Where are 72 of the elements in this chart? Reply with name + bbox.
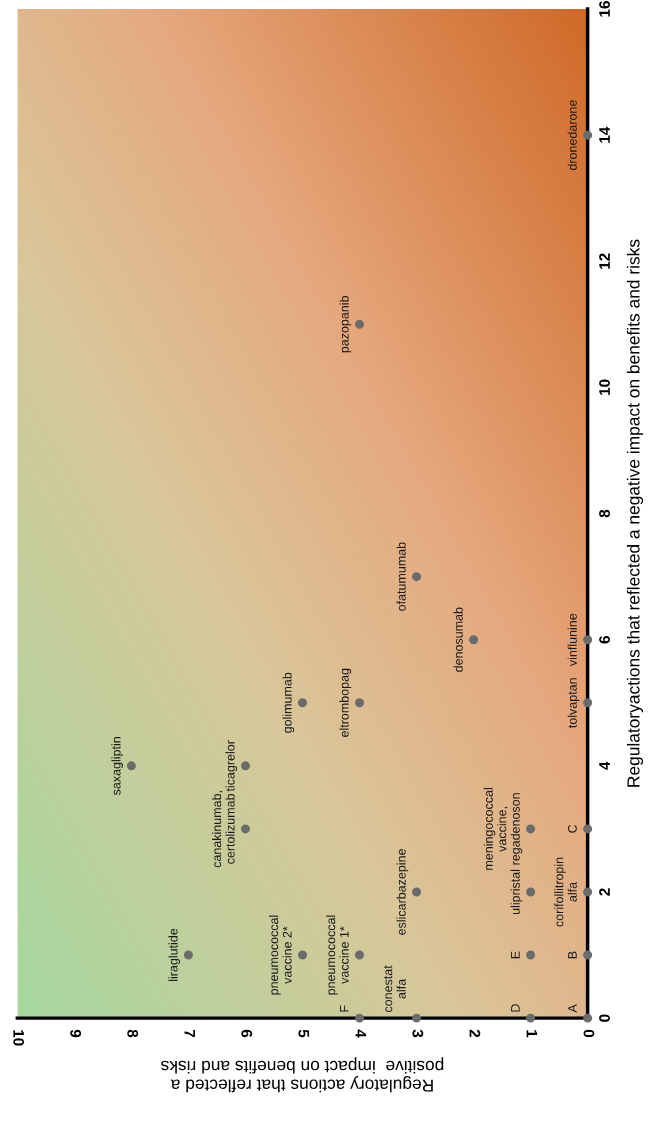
y-tick-label: 14: [599, 126, 610, 143]
y-tick-label: 8: [599, 509, 610, 518]
x-tick-label: 2: [469, 1029, 481, 1038]
point: [583, 887, 593, 897]
annotation: denosumab: [453, 607, 463, 672]
point: [583, 824, 593, 834]
point: [412, 1013, 422, 1023]
point: [297, 950, 307, 960]
y-tick-label: 10: [599, 379, 610, 395]
annotation: conestat alfa: [384, 965, 406, 1013]
annotation: corifollitropin alfa: [554, 857, 577, 927]
point: [355, 698, 365, 708]
annotation: dronedarone: [567, 100, 577, 171]
annotation: ulipristal: [510, 869, 523, 915]
point: [526, 950, 536, 960]
annotation: pneumococcal vaccine 2*: [269, 915, 292, 995]
annotation: pneumococcal vaccine 1*: [326, 915, 349, 995]
annotation: A: [568, 1004, 577, 1013]
annotation: canakinumab, certolizumab: [212, 791, 235, 868]
point: [126, 761, 136, 771]
annotation: eslicarbazepine: [396, 849, 409, 935]
point: [297, 698, 307, 708]
x-tick-label: 7: [184, 1029, 195, 1038]
y-tick-label: 6: [599, 636, 610, 644]
annotation: liraglutide: [168, 928, 181, 981]
annotation: ofatumumab: [396, 542, 406, 611]
y-tick-label: 16: [599, 1, 610, 17]
x-tick-label: 5: [298, 1029, 310, 1038]
point: [583, 635, 593, 645]
x-axis-title: Regulatory actions that reflected a positive impact on benefits and risks: [161, 1057, 444, 1093]
point: [412, 887, 422, 897]
x-tick-label: 10: [13, 1030, 25, 1046]
point: [355, 1013, 365, 1023]
y-tick-label: 12: [599, 253, 610, 269]
point: [583, 698, 593, 708]
annotation: pazopanib: [339, 296, 352, 353]
annotation: golimumab: [282, 672, 295, 733]
annotation: B: [568, 951, 577, 959]
point: [583, 130, 593, 140]
x-tick-label: 1: [526, 1030, 538, 1038]
y-tick-label: 0: [599, 1014, 610, 1022]
x-tick-label: 6: [241, 1029, 253, 1038]
annotation: saxagliptin: [111, 737, 124, 796]
annotation: ticagrelor: [225, 740, 238, 792]
annotation: F: [339, 1005, 349, 1012]
annotation: E: [511, 951, 520, 959]
y-axis-title: Regulatoryactions that reflected a negative impact on benefits and risks: [626, 239, 644, 787]
point: [526, 824, 536, 834]
x-tick-label: 8: [127, 1029, 139, 1038]
point: [355, 950, 365, 960]
annotation: eltrombopag: [339, 668, 352, 737]
annotation: D: [511, 1004, 520, 1012]
annotation: tolvaptan: [567, 678, 580, 728]
point: [412, 572, 422, 582]
annotation: meningococcal vaccine, regadenoson: [483, 788, 523, 870]
point: [240, 761, 250, 771]
x-tick-label: 9: [70, 1029, 82, 1038]
x-tick-label: 0: [583, 1029, 595, 1038]
point: [583, 1013, 593, 1023]
annotation: vinflunine: [567, 613, 577, 667]
y-tick-label: 2: [599, 888, 610, 896]
point: [469, 635, 479, 645]
point: [526, 887, 536, 897]
point: [355, 319, 365, 329]
point: [583, 950, 593, 960]
x-tick-label: 4: [355, 1029, 367, 1038]
x-tick-label: 3: [412, 1029, 424, 1038]
point: [183, 950, 193, 960]
point: [526, 1013, 536, 1023]
annotation: C: [567, 824, 577, 833]
y-tick-label: 4: [599, 761, 610, 770]
point: [240, 824, 250, 834]
